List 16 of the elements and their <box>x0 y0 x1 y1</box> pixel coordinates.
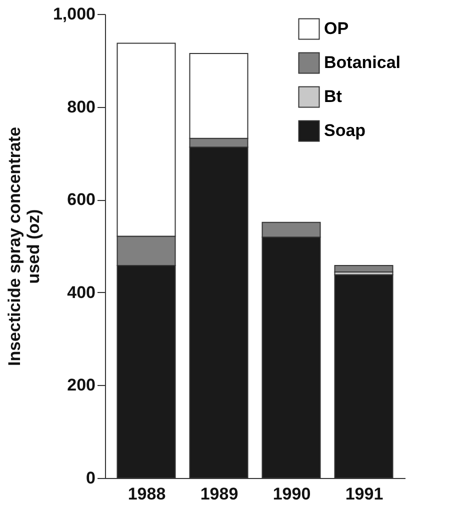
legend-label: OP <box>324 19 349 38</box>
y-tick-label: 800 <box>67 97 96 116</box>
y-tick-label: 600 <box>67 190 96 210</box>
x-tick-label: 1991 <box>345 484 384 504</box>
x-tick-label: 1988 <box>128 484 166 504</box>
legend-label: Bt <box>324 87 342 106</box>
legend-label: Botanical <box>324 53 401 72</box>
legend-label: Soap <box>324 121 366 140</box>
y-tick-label: 400 <box>67 282 96 302</box>
y-tick-label: 0 <box>86 468 96 488</box>
y-axis-title: Insecticide spray concentrate used (oz) <box>4 126 43 366</box>
bar <box>334 264 394 272</box>
x-tick-label: 1989 <box>200 484 238 504</box>
y-tick-label: 1,000 <box>52 4 96 24</box>
x-tick-label: 1990 <box>272 484 311 504</box>
y-tick-label: 200 <box>67 376 96 395</box>
